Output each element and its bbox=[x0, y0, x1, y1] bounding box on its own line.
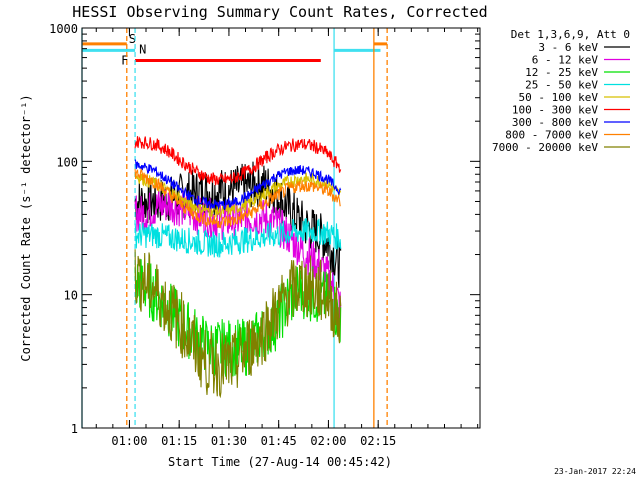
y-axis-label: Corrected Count Rate (s⁻¹ detector⁻¹) bbox=[19, 94, 33, 361]
y-tick-label: 1000 bbox=[49, 22, 78, 36]
x-tick-label: 01:45 bbox=[261, 434, 297, 448]
axes: 01:00 01:15 01:30 01:45 02:00 02:15 1 10 100 1000 bbox=[49, 22, 481, 448]
plot-area: SNF bbox=[81, 28, 388, 428]
series-line-5 bbox=[134, 136, 342, 186]
y-tick-label: 100 bbox=[56, 155, 78, 169]
series-line-3 bbox=[134, 217, 342, 258]
x-tick-label: 02:00 bbox=[310, 434, 346, 448]
series-line-8 bbox=[134, 249, 342, 399]
legend-label-5: 100 - 300 keV bbox=[512, 104, 598, 117]
legend-label-0: 3 - 6 keV bbox=[538, 41, 598, 54]
x-tick-label: 01:15 bbox=[161, 434, 197, 448]
x-tick-label: 02:15 bbox=[360, 434, 396, 448]
flag-label-s: S bbox=[129, 32, 136, 46]
y-tick-label: 1 bbox=[71, 422, 78, 436]
y-tick-label: 10 bbox=[64, 289, 78, 303]
series-line-7 bbox=[134, 167, 341, 229]
legend-label-6: 300 - 800 keV bbox=[512, 116, 598, 129]
x-tick-label: 01:00 bbox=[111, 434, 147, 448]
x-axis-label: Start Time (27-Aug-14 00:45:42) bbox=[168, 455, 392, 469]
legend-label-3: 25 - 50 keV bbox=[525, 79, 598, 92]
legend-label-7: 800 - 7000 keV bbox=[505, 129, 598, 142]
series-line-6 bbox=[134, 159, 342, 210]
flag-label-f: F bbox=[121, 54, 128, 68]
chart-title: HESSI Observing Summary Count Rates, Cor… bbox=[72, 3, 487, 21]
flag-label-n: N bbox=[139, 42, 146, 56]
x-tick-label: 01:30 bbox=[211, 434, 247, 448]
series-line-1 bbox=[134, 189, 342, 319]
plot-frame bbox=[81, 27, 481, 429]
legend-label-4: 50 - 100 keV bbox=[519, 91, 599, 104]
legend-title: Det 1,3,6,9, Att 0 bbox=[511, 28, 630, 41]
legend-label-1: 6 - 12 keV bbox=[532, 54, 599, 67]
legend-label-8: 7000 - 20000 keV bbox=[492, 141, 598, 154]
timestamp: 23-Jan-2017 22:24 bbox=[554, 467, 636, 476]
legend-label-2: 12 - 25 keV bbox=[525, 66, 598, 79]
